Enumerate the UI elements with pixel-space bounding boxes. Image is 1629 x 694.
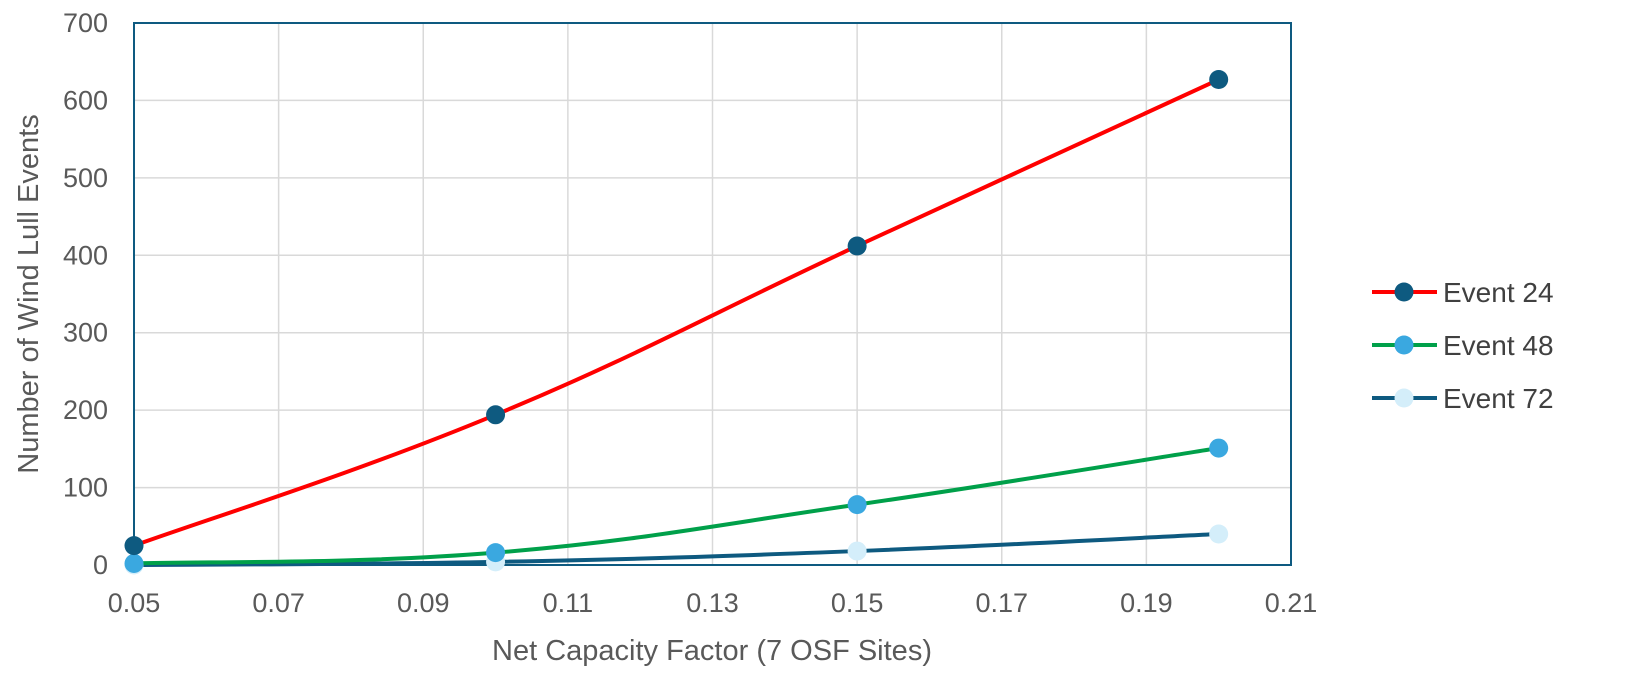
x-tick-label: 0.13	[686, 588, 739, 618]
series-line-event-48	[132, 446, 1221, 566]
y-tick-label: 0	[93, 550, 108, 580]
legend-item-event-72: Event 72	[1372, 383, 1554, 414]
x-tick-label: 0.07	[252, 588, 305, 618]
y-tick-label: 700	[63, 8, 108, 38]
y-axis-title: Number of Wind Lull Events	[13, 114, 45, 473]
legend-marker-swatch	[1394, 335, 1414, 355]
y-tick-label: 500	[63, 163, 108, 193]
y-tick-label: 600	[63, 85, 108, 115]
x-tick-label: 0.21	[1265, 588, 1318, 618]
x-tick-label: 0.05	[108, 588, 161, 618]
series-line-event-24	[132, 77, 1221, 548]
legend-label: Event 24	[1443, 277, 1554, 308]
plot-area-border	[133, 22, 1292, 566]
data-point-event-24	[486, 405, 506, 425]
series-line-event-72	[132, 532, 1221, 567]
data-point-event-48	[124, 553, 144, 573]
legend-marker-swatch	[1394, 282, 1414, 302]
x-axis-title: Net Capacity Factor (7 OSF Sites)	[492, 635, 932, 667]
data-point-event-24	[847, 236, 867, 256]
y-tick-label: 200	[63, 395, 108, 425]
data-point-event-48	[847, 495, 867, 515]
series-group	[124, 70, 1229, 575]
legend-item-event-24: Event 24	[1372, 277, 1554, 308]
legend-label: Event 48	[1443, 330, 1554, 361]
data-point-event-24	[1209, 70, 1229, 90]
x-tick-label: 0.19	[1120, 588, 1173, 618]
y-tick-label: 100	[63, 473, 108, 503]
x-tick-label: 0.17	[975, 588, 1028, 618]
data-point-event-72	[1209, 524, 1229, 544]
data-point-event-48	[1209, 438, 1229, 458]
legend-marker-swatch	[1394, 388, 1414, 408]
y-tick-label: 300	[63, 318, 108, 348]
legend: Event 24 Event 48 Event 72	[1372, 277, 1554, 414]
data-point-event-72	[847, 541, 867, 561]
y-tick-label: 400	[63, 240, 108, 270]
grid	[133, 22, 1292, 566]
legend-item-event-48: Event 48	[1372, 330, 1554, 361]
x-tick-label: 0.11	[543, 588, 594, 618]
x-tick-label: 0.09	[397, 588, 450, 618]
data-point-event-48	[486, 543, 506, 563]
legend-label: Event 72	[1443, 383, 1554, 414]
y-axis-ticks: 0 100 200 300 400 500 600 700	[63, 8, 108, 580]
x-tick-label: 0.15	[831, 588, 884, 618]
x-axis-ticks: 0.05 0.07 0.09 0.11 0.13 0.15 0.17 0.19 0.21	[108, 588, 1318, 618]
data-point-event-24	[124, 536, 144, 556]
